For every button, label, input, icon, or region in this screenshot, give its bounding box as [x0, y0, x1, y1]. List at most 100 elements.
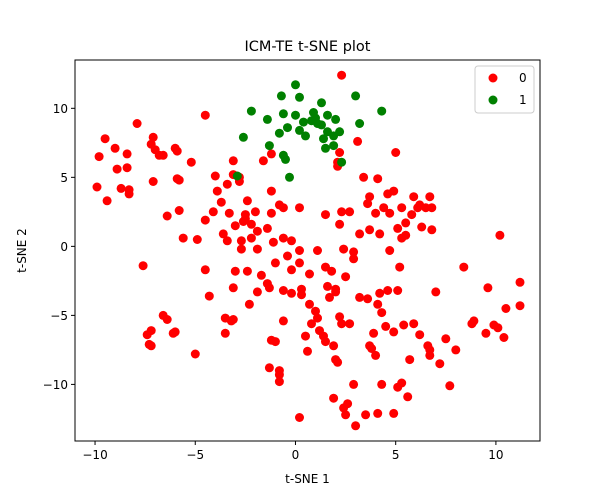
point-series-1 — [285, 172, 294, 182]
point-series-1 — [291, 80, 300, 90]
point-series-0 — [333, 357, 343, 367]
point-series-0 — [236, 244, 246, 254]
legend-marker-series-1 — [488, 95, 498, 105]
point-series-0 — [481, 328, 491, 338]
point-series-0 — [441, 334, 451, 344]
point-series-0 — [200, 265, 210, 275]
y-tick-label: −5 — [50, 309, 68, 323]
point-series-0 — [349, 247, 359, 257]
point-series-0 — [373, 174, 383, 184]
point-series-0 — [264, 283, 274, 293]
point-series-0 — [367, 344, 377, 353]
point-series-0 — [313, 313, 322, 323]
point-series-0 — [305, 299, 314, 309]
point-series-0 — [158, 150, 168, 160]
point-series-0 — [375, 288, 385, 298]
point-series-0 — [102, 196, 112, 206]
point-series-0 — [391, 148, 401, 157]
point-series-0 — [295, 258, 304, 268]
point-series-0 — [122, 163, 132, 173]
point-series-0 — [222, 236, 232, 246]
point-series-0 — [92, 182, 102, 192]
point-series-0 — [341, 410, 351, 420]
point-series-0 — [228, 315, 238, 324]
point-series-0 — [252, 244, 262, 254]
point-series-0 — [407, 210, 417, 220]
x-tick-label: 10 — [488, 448, 503, 462]
point-series-0 — [240, 210, 250, 220]
point-series-0 — [345, 319, 355, 329]
point-series-0 — [359, 172, 369, 182]
point-series-0 — [405, 355, 415, 365]
point-series-0 — [287, 236, 296, 246]
point-series-0 — [343, 399, 353, 409]
point-series-0 — [365, 192, 375, 202]
point-series-0 — [397, 378, 407, 388]
point-series-0 — [172, 146, 182, 156]
point-series-0 — [270, 258, 280, 268]
point-series-1 — [377, 106, 387, 116]
point-series-0 — [431, 287, 441, 297]
point-series-1 — [317, 120, 326, 130]
point-series-0 — [174, 206, 184, 215]
x-tick-label: 0 — [292, 448, 300, 462]
point-series-0 — [499, 333, 509, 342]
point-series-0 — [252, 287, 262, 297]
x-tick-label: −5 — [186, 448, 204, 462]
point-series-0 — [283, 251, 292, 261]
point-series-1 — [238, 132, 248, 142]
point-series-0 — [349, 254, 359, 264]
point-series-0 — [401, 218, 411, 228]
point-series-0 — [389, 408, 399, 418]
point-series-1 — [301, 131, 310, 141]
point-series-0 — [246, 233, 256, 243]
point-series-0 — [250, 207, 260, 217]
point-series-0 — [459, 262, 469, 272]
point-series-0 — [274, 377, 284, 387]
point-series-1 — [317, 98, 326, 108]
point-series-0 — [162, 315, 172, 324]
point-series-0 — [228, 156, 238, 166]
point-series-0 — [246, 219, 256, 229]
point-series-0 — [212, 186, 222, 196]
point-series-1 — [299, 117, 308, 127]
point-series-0 — [337, 207, 347, 217]
point-series-0 — [124, 189, 134, 199]
point-series-0 — [305, 269, 314, 279]
point-series-0 — [355, 292, 365, 302]
point-series-0 — [307, 319, 316, 329]
x-tick-label: 5 — [392, 448, 400, 462]
point-series-0 — [415, 330, 425, 340]
point-series-0 — [397, 203, 407, 213]
point-series-0 — [146, 341, 156, 351]
point-series-1 — [319, 134, 328, 144]
y-tick-label: 10 — [53, 102, 68, 116]
point-series-0 — [228, 283, 238, 293]
point-series-0 — [335, 219, 345, 229]
point-series-1 — [232, 171, 242, 181]
point-series-0 — [363, 199, 373, 209]
point-series-1 — [281, 154, 290, 164]
point-series-0 — [270, 337, 280, 347]
point-series-0 — [427, 203, 437, 213]
point-series-0 — [301, 331, 310, 341]
point-series-0 — [349, 379, 359, 389]
point-series-0 — [335, 148, 345, 157]
point-series-0 — [110, 143, 120, 153]
point-series-0 — [295, 203, 304, 213]
point-series-0 — [210, 171, 220, 181]
point-series-0 — [256, 270, 266, 280]
point-series-0 — [274, 370, 284, 380]
point-series-0 — [341, 272, 351, 282]
point-series-0 — [204, 291, 214, 301]
point-series-0 — [162, 211, 172, 221]
point-series-0 — [264, 363, 274, 373]
point-series-0 — [371, 208, 381, 218]
point-series-0 — [208, 207, 218, 217]
point-series-0 — [278, 233, 288, 243]
point-series-0 — [148, 177, 158, 186]
point-series-0 — [355, 229, 365, 239]
point-series-0 — [435, 359, 445, 369]
point-series-1 — [331, 114, 341, 124]
point-series-1 — [246, 106, 256, 116]
